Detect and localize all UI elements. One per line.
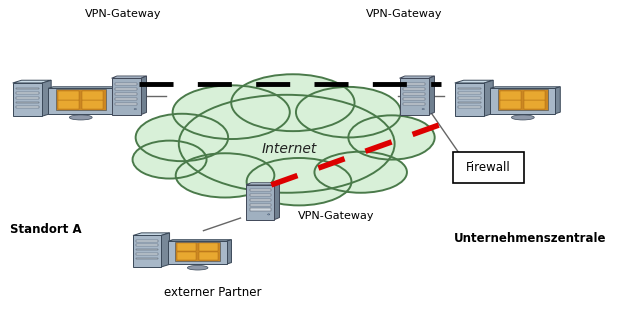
Bar — [403, 88, 426, 90]
Text: VPN-Gateway: VPN-Gateway — [366, 9, 442, 19]
Bar — [403, 82, 426, 85]
Bar — [115, 88, 138, 90]
Ellipse shape — [314, 152, 407, 193]
Bar — [82, 91, 102, 100]
Circle shape — [422, 108, 424, 110]
Bar — [498, 89, 548, 110]
Bar — [16, 92, 39, 94]
Bar — [403, 93, 426, 95]
Polygon shape — [133, 235, 161, 267]
Bar — [453, 152, 524, 183]
Ellipse shape — [247, 158, 351, 205]
Bar — [136, 240, 158, 242]
Polygon shape — [227, 240, 231, 264]
Bar — [458, 102, 481, 103]
Bar — [16, 102, 39, 103]
Polygon shape — [112, 76, 146, 78]
Bar — [199, 243, 217, 251]
Ellipse shape — [296, 87, 401, 137]
Bar — [177, 243, 196, 251]
Polygon shape — [399, 78, 429, 115]
Bar — [249, 204, 271, 206]
Bar — [500, 100, 521, 109]
Polygon shape — [168, 241, 227, 264]
Ellipse shape — [231, 74, 354, 131]
Text: Firewall: Firewall — [466, 161, 511, 174]
Ellipse shape — [188, 265, 208, 270]
Text: externer Partner: externer Partner — [164, 286, 261, 299]
Polygon shape — [455, 80, 493, 83]
Polygon shape — [48, 88, 113, 114]
Bar — [249, 199, 271, 201]
Ellipse shape — [173, 85, 290, 139]
Ellipse shape — [348, 115, 434, 160]
Polygon shape — [455, 83, 484, 116]
Bar — [249, 194, 271, 196]
Ellipse shape — [176, 153, 274, 198]
Bar — [115, 93, 138, 95]
Bar — [458, 92, 481, 94]
Polygon shape — [399, 76, 434, 78]
Polygon shape — [48, 87, 118, 88]
Polygon shape — [133, 233, 169, 235]
Polygon shape — [246, 185, 274, 220]
Bar — [82, 100, 102, 109]
Bar — [136, 245, 158, 246]
Circle shape — [134, 108, 136, 110]
Polygon shape — [168, 240, 231, 241]
Bar — [249, 209, 271, 210]
Bar — [16, 97, 39, 99]
Ellipse shape — [511, 115, 534, 120]
Ellipse shape — [179, 95, 394, 193]
Bar — [524, 100, 545, 109]
Text: Unternehmenszentrale: Unternehmenszentrale — [454, 232, 606, 245]
Bar — [177, 252, 196, 260]
Text: Internet: Internet — [262, 142, 318, 155]
Polygon shape — [246, 183, 279, 185]
Bar — [56, 89, 106, 110]
Ellipse shape — [136, 114, 228, 161]
Polygon shape — [484, 80, 493, 116]
Polygon shape — [490, 87, 560, 88]
Polygon shape — [556, 87, 560, 114]
Text: Standort A: Standort A — [11, 222, 82, 236]
Bar — [403, 103, 426, 105]
Polygon shape — [113, 87, 118, 114]
Text: VPN-Gateway: VPN-Gateway — [298, 211, 374, 222]
Bar — [136, 253, 158, 255]
Bar — [136, 249, 158, 251]
Bar — [58, 91, 79, 100]
Ellipse shape — [69, 115, 92, 120]
Circle shape — [268, 214, 270, 215]
Bar — [249, 189, 271, 191]
Bar — [136, 258, 158, 259]
Bar — [458, 106, 481, 108]
Bar — [115, 103, 138, 105]
Bar — [16, 106, 39, 108]
Bar — [199, 252, 217, 260]
Bar — [458, 88, 481, 89]
Polygon shape — [12, 83, 42, 116]
Bar — [458, 97, 481, 99]
Bar — [115, 98, 138, 100]
Text: VPN-Gateway: VPN-Gateway — [85, 9, 161, 19]
Bar — [524, 91, 545, 100]
Bar — [58, 100, 79, 109]
Polygon shape — [112, 78, 141, 115]
Polygon shape — [490, 88, 556, 114]
Bar — [176, 242, 220, 261]
Bar — [16, 88, 39, 89]
Ellipse shape — [132, 141, 206, 179]
Polygon shape — [141, 76, 146, 115]
Polygon shape — [42, 80, 51, 116]
Bar — [115, 82, 138, 85]
Polygon shape — [161, 233, 169, 267]
Bar — [500, 91, 521, 100]
Polygon shape — [274, 183, 279, 220]
Polygon shape — [12, 80, 51, 83]
Polygon shape — [429, 76, 434, 115]
Bar — [403, 98, 426, 100]
